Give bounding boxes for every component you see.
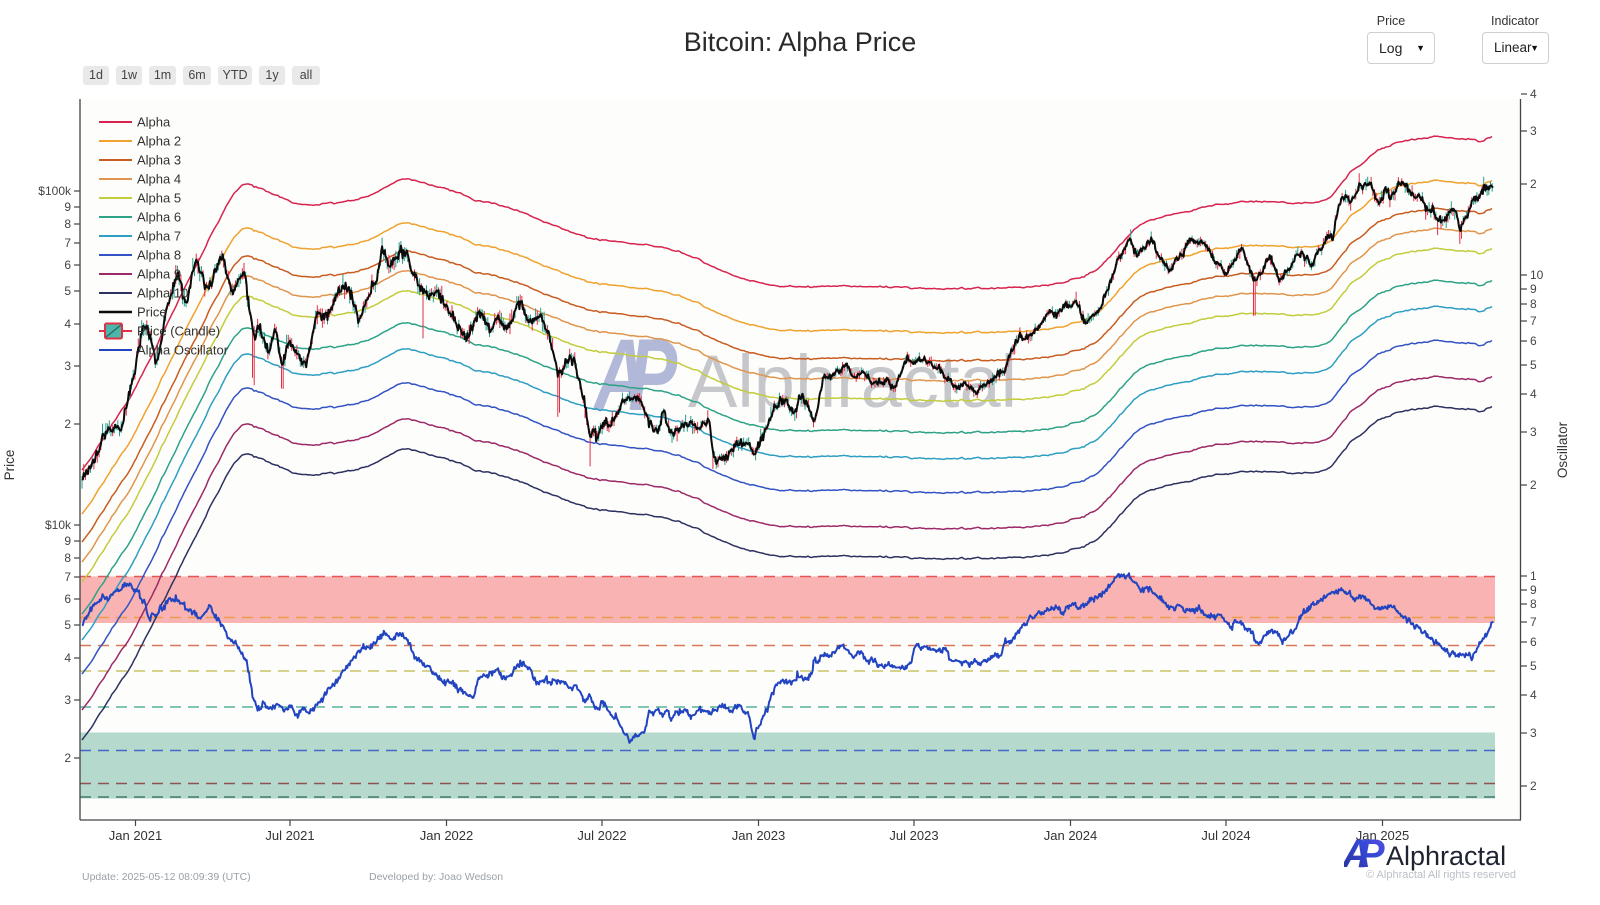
svg-text:4: 4 <box>1530 87 1537 101</box>
svg-text:5: 5 <box>64 618 71 632</box>
svg-text:8: 8 <box>64 217 71 231</box>
svg-text:Jan 2025: Jan 2025 <box>1356 828 1410 843</box>
svg-text:7: 7 <box>1530 615 1537 629</box>
svg-text:3: 3 <box>1530 124 1537 138</box>
svg-text:Jan 2021: Jan 2021 <box>109 828 163 843</box>
svg-text:6: 6 <box>1530 334 1537 348</box>
svg-text:3: 3 <box>64 693 71 707</box>
svg-text:Alpha 5: Alpha 5 <box>137 191 181 206</box>
svg-text:Jul 2023: Jul 2023 <box>889 828 938 843</box>
svg-text:Jan 2024: Jan 2024 <box>1044 828 1098 843</box>
svg-text:3: 3 <box>64 359 71 373</box>
svg-text:6: 6 <box>64 592 71 606</box>
svg-text:8: 8 <box>1530 297 1537 311</box>
svg-text:AP: AP <box>1344 834 1385 872</box>
svg-text:9: 9 <box>1530 583 1537 597</box>
svg-text:9: 9 <box>1530 282 1537 296</box>
svg-text:Alpha 8: Alpha 8 <box>137 248 181 263</box>
svg-text:5: 5 <box>64 284 71 298</box>
svg-text:9: 9 <box>64 200 71 214</box>
svg-text:Price (Candle): Price (Candle) <box>137 324 220 339</box>
svg-text:Alpha 7: Alpha 7 <box>137 229 181 244</box>
svg-text:2: 2 <box>1530 177 1537 191</box>
svg-text:4: 4 <box>1530 387 1537 401</box>
svg-text:5: 5 <box>1530 659 1537 673</box>
svg-text:Price: Price <box>2 450 17 481</box>
svg-text:3: 3 <box>1530 425 1537 439</box>
svg-text:9: 9 <box>64 534 71 548</box>
svg-text:10: 10 <box>1530 268 1544 282</box>
svg-text:Alpha 4: Alpha 4 <box>137 172 181 187</box>
svg-text:2: 2 <box>64 751 71 765</box>
svg-text:$10k: $10k <box>45 518 72 532</box>
svg-text:Jan 2023: Jan 2023 <box>732 828 786 843</box>
svg-text:8: 8 <box>1530 597 1537 611</box>
svg-text:7: 7 <box>64 570 71 584</box>
svg-text:7: 7 <box>64 236 71 250</box>
svg-text:Alpha Oscillator: Alpha Oscillator <box>137 343 229 358</box>
svg-text:Alpha 9: Alpha 9 <box>137 267 181 282</box>
svg-text:3: 3 <box>1530 726 1537 740</box>
svg-text:Alpha 3: Alpha 3 <box>137 153 181 168</box>
svg-text:1: 1 <box>1530 569 1537 583</box>
svg-text:Jul 2022: Jul 2022 <box>577 828 626 843</box>
svg-text:Jul 2024: Jul 2024 <box>1201 828 1250 843</box>
svg-text:2: 2 <box>64 417 71 431</box>
svg-text:Oscillator: Oscillator <box>1555 421 1570 478</box>
svg-text:Alphractal: Alphractal <box>688 340 1017 423</box>
svg-text:Alpha 10: Alpha 10 <box>137 286 188 301</box>
svg-text:Jul 2021: Jul 2021 <box>265 828 314 843</box>
svg-text:7: 7 <box>1530 314 1537 328</box>
svg-text:4: 4 <box>1530 688 1537 702</box>
svg-text:4: 4 <box>64 317 71 331</box>
svg-text:2: 2 <box>1530 779 1537 793</box>
svg-text:Alpha 2: Alpha 2 <box>137 134 181 149</box>
svg-text:Jan 2022: Jan 2022 <box>420 828 474 843</box>
svg-text:6: 6 <box>64 258 71 272</box>
svg-text:2: 2 <box>1530 478 1537 492</box>
svg-text:6: 6 <box>1530 635 1537 649</box>
svg-text:Alpha 6: Alpha 6 <box>137 210 181 225</box>
svg-text:5: 5 <box>1530 358 1537 372</box>
svg-text:Alpha: Alpha <box>137 115 171 130</box>
svg-text:8: 8 <box>64 551 71 565</box>
svg-text:4: 4 <box>64 651 71 665</box>
svg-text:$100k: $100k <box>38 184 72 198</box>
svg-text:Price: Price <box>137 305 167 320</box>
